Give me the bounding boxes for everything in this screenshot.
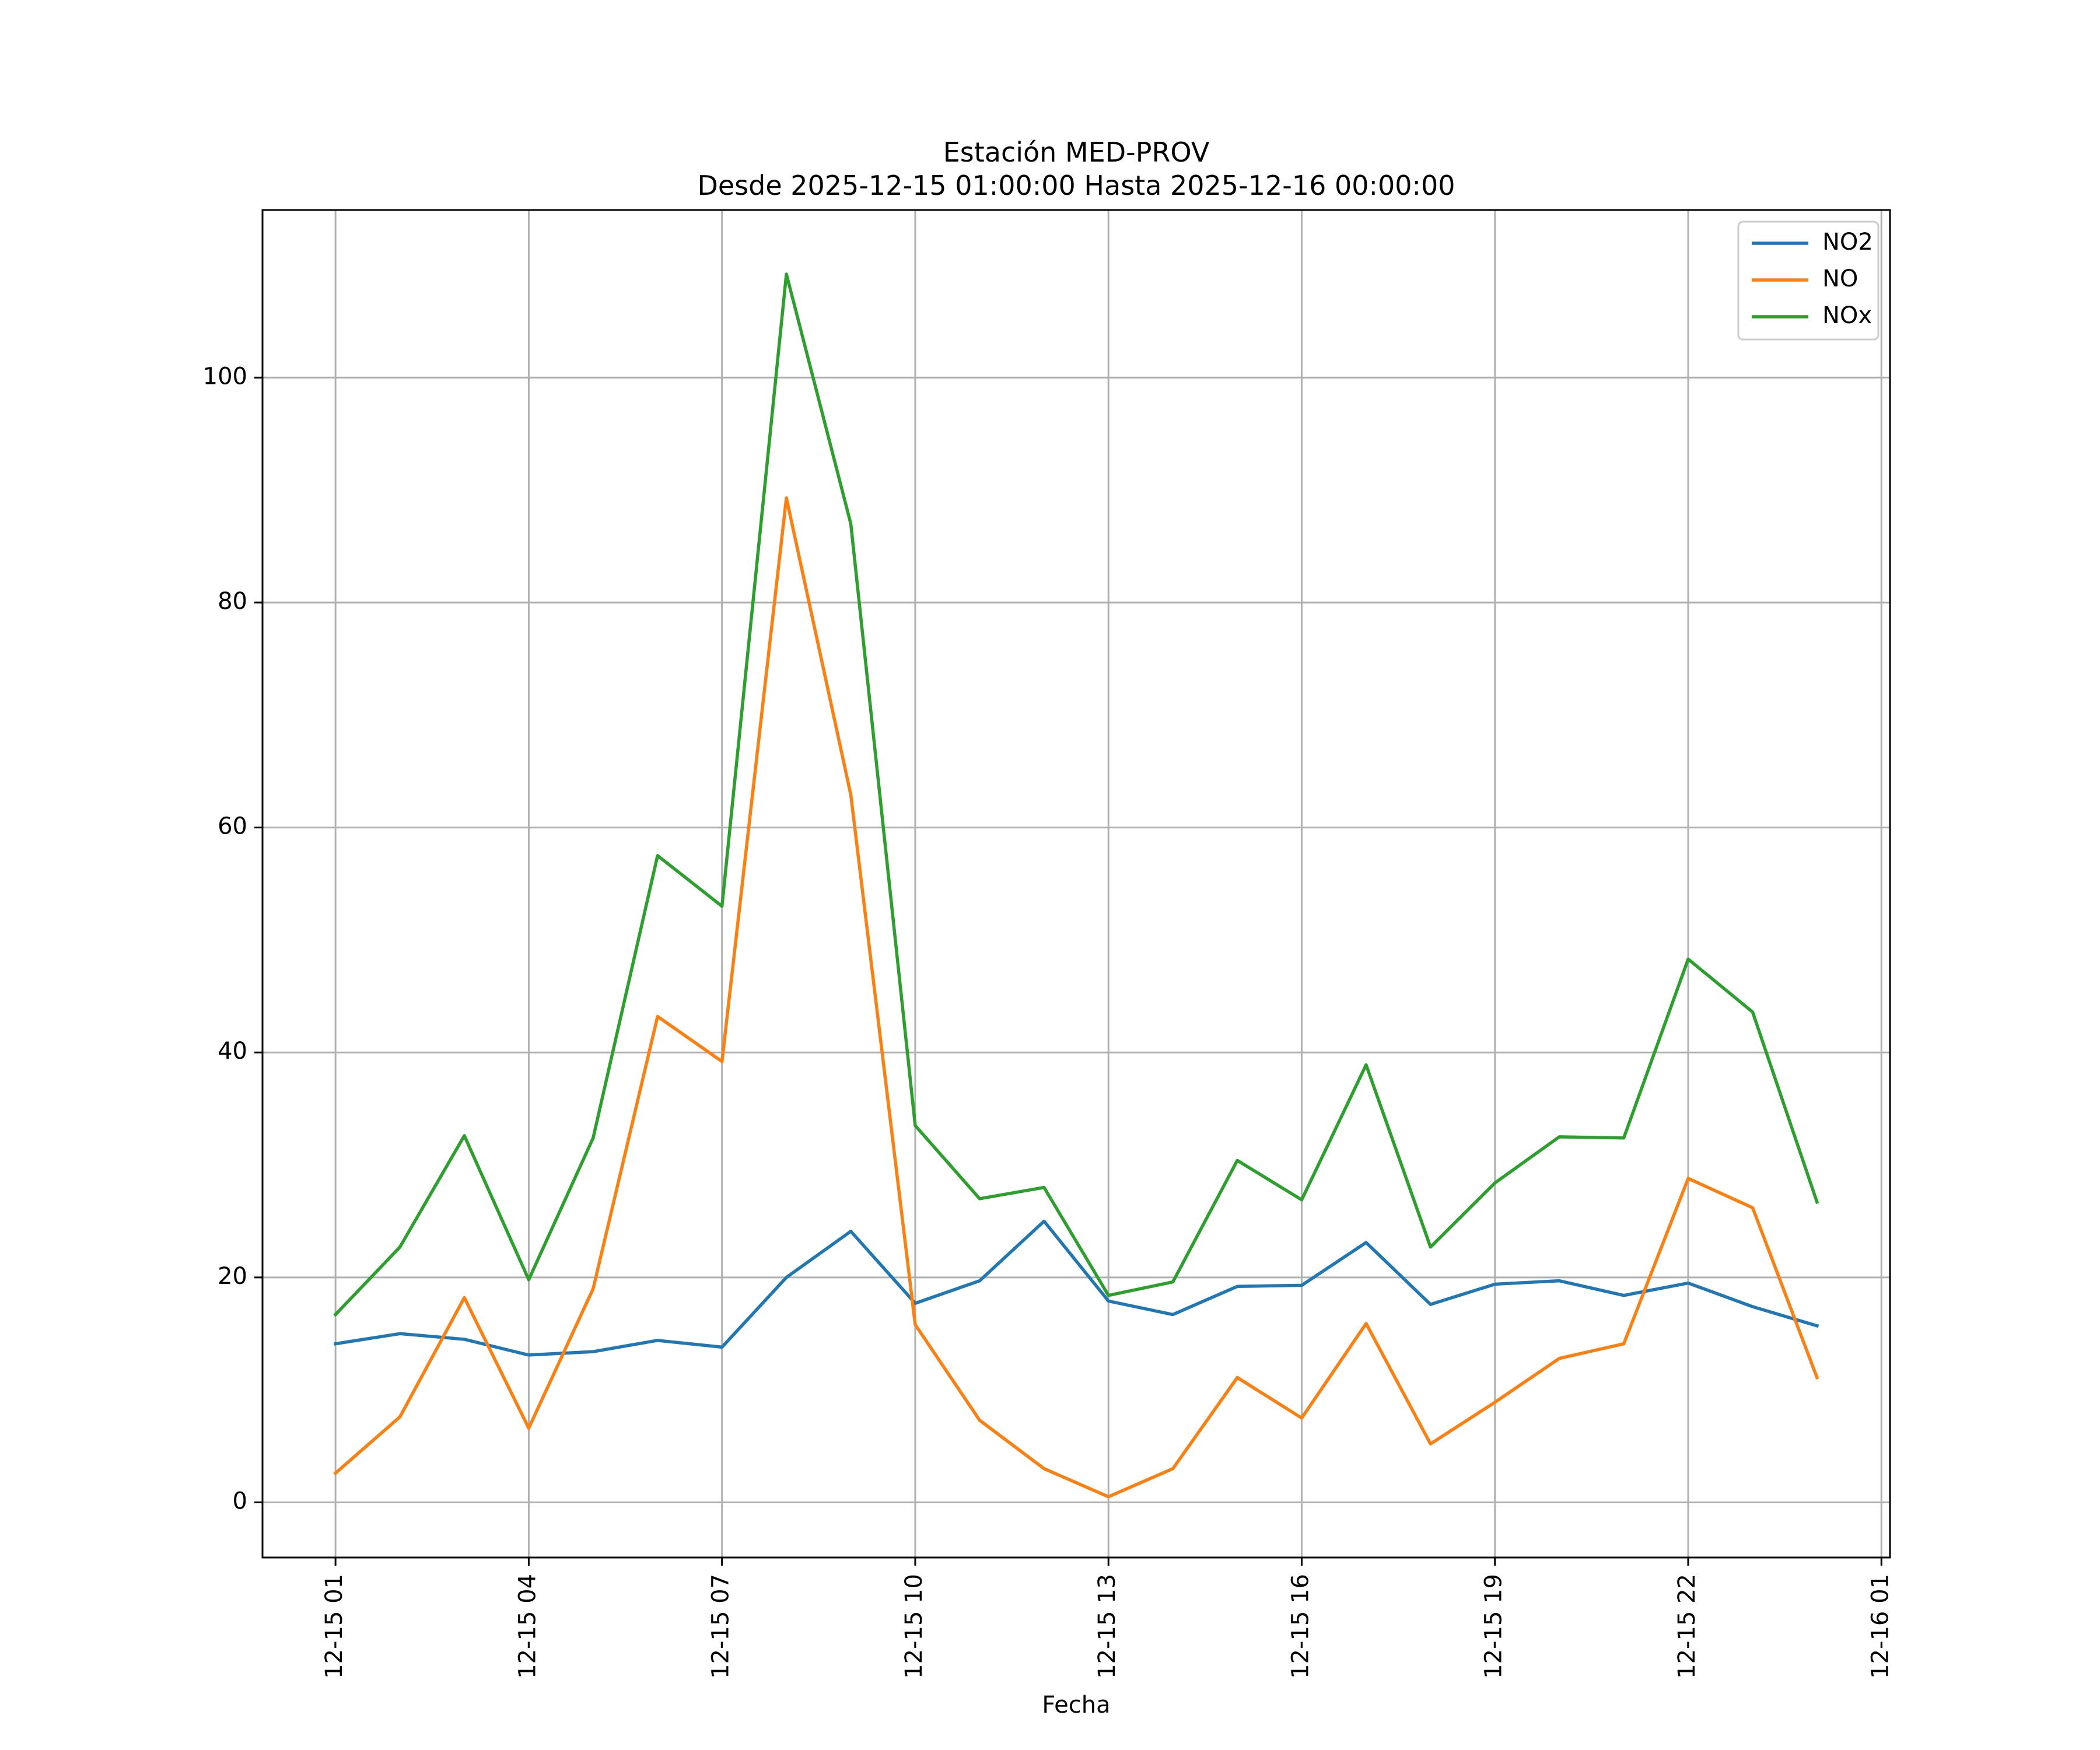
series-line-nox (333, 272, 1819, 1317)
series-layer (333, 272, 1819, 1499)
legend-label-nox: NOx (1822, 302, 1872, 329)
x-tick-label: 12-15 13 (1094, 1574, 1121, 1679)
axes: 12-15 01 12-15 04 12-15 07 12-15 10 12-15 13… (203, 363, 1894, 1679)
y-tick-label: 40 (218, 1038, 247, 1065)
y-tick-label: 20 (218, 1263, 247, 1290)
legend: NO2 NO NOx (1737, 220, 1880, 341)
x-tick-label: 12-15 07 (708, 1574, 734, 1679)
x-tick-label: 12-15 04 (514, 1574, 541, 1679)
series-line-no2 (334, 1219, 1819, 1357)
x-tick-label: 12-16 01 (1867, 1574, 1894, 1679)
y-tick-label: 0 (233, 1488, 247, 1515)
y-tick-label: 100 (203, 363, 247, 390)
legend-label-no: NO (1822, 265, 1858, 292)
x-tick-label: 12-15 19 (1480, 1574, 1507, 1679)
x-tick-label: 12-15 01 (321, 1574, 348, 1679)
chart-subtitle: Desde 2025-12-15 01:00:00 Hasta 2025-12-… (697, 170, 1455, 201)
plot-frame (261, 209, 1891, 1559)
x-axis-label: Fecha (1042, 1692, 1110, 1718)
series-line-no (333, 496, 1819, 1499)
chart-title: Estación MED-PROV (943, 136, 1210, 168)
x-tick-label: 12-15 16 (1287, 1574, 1314, 1679)
x-tick-label: 12-15 22 (1674, 1574, 1700, 1679)
grid (262, 210, 1890, 1558)
y-tick-label: 60 (218, 813, 247, 840)
x-tick-label: 12-15 10 (901, 1574, 928, 1679)
y-tick-label: 80 (218, 588, 247, 615)
legend-label-no2: NO2 (1822, 229, 1873, 256)
